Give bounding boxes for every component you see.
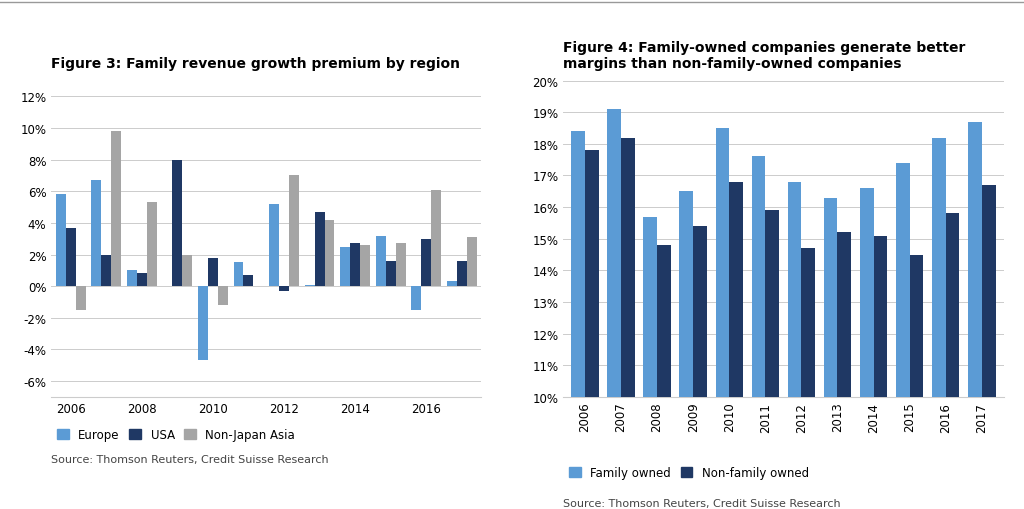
Bar — [467, 238, 476, 287]
Bar — [376, 236, 386, 287]
Bar — [932, 138, 946, 509]
Bar — [56, 195, 66, 287]
Bar — [198, 287, 208, 361]
Bar — [233, 263, 244, 287]
Bar — [172, 160, 182, 287]
Bar — [431, 190, 441, 287]
Bar — [112, 132, 121, 287]
Bar — [873, 236, 888, 509]
Text: Source: Thomson Reuters, Credit Suisse Research: Source: Thomson Reuters, Credit Suisse R… — [51, 454, 329, 464]
Bar — [360, 245, 370, 287]
Bar — [643, 217, 657, 509]
Bar — [657, 245, 671, 509]
Bar — [127, 271, 137, 287]
Bar — [716, 129, 729, 509]
Bar — [693, 227, 707, 509]
Bar — [350, 244, 360, 287]
Bar — [66, 228, 76, 287]
Bar — [395, 244, 406, 287]
Bar — [289, 176, 299, 287]
Bar — [765, 211, 779, 509]
Bar — [386, 261, 395, 287]
Bar — [91, 181, 101, 287]
Bar — [182, 255, 193, 287]
Bar — [607, 110, 621, 509]
Bar — [787, 182, 802, 509]
Bar — [208, 258, 218, 287]
Bar — [823, 198, 838, 509]
Bar — [421, 239, 431, 287]
Bar — [137, 274, 146, 287]
Bar — [457, 261, 467, 287]
Bar — [244, 275, 254, 287]
Text: Source: Thomson Reuters, Credit Suisse Research: Source: Thomson Reuters, Credit Suisse R… — [563, 498, 841, 508]
Bar — [802, 249, 815, 509]
Bar — [218, 287, 228, 305]
Bar — [729, 182, 743, 509]
Bar — [896, 163, 909, 509]
Bar — [340, 247, 350, 287]
Bar — [585, 151, 599, 509]
Bar — [304, 285, 314, 287]
Bar — [946, 214, 959, 509]
Bar — [325, 220, 335, 287]
Text: Figure 4: Family-owned companies generate better
margins than non-family-owned c: Figure 4: Family-owned companies generat… — [563, 40, 966, 71]
Bar — [860, 189, 873, 509]
Bar — [909, 255, 924, 509]
Legend: Europe, USA, Non-Japan Asia: Europe, USA, Non-Japan Asia — [57, 428, 295, 441]
Bar — [571, 132, 585, 509]
Bar — [76, 287, 86, 310]
Bar — [269, 205, 279, 287]
Bar — [412, 287, 421, 310]
Bar — [279, 287, 289, 291]
Bar — [968, 123, 982, 509]
Bar — [621, 138, 635, 509]
Bar — [982, 186, 995, 509]
Bar — [146, 203, 157, 287]
Bar — [314, 212, 325, 287]
Bar — [752, 157, 765, 509]
Legend: Family owned, Non-family owned: Family owned, Non-family owned — [569, 466, 809, 479]
Bar — [679, 192, 693, 509]
Bar — [446, 282, 457, 287]
Bar — [101, 255, 112, 287]
Bar — [838, 233, 851, 509]
Text: Figure 3: Family revenue growth premium by region: Figure 3: Family revenue growth premium … — [51, 56, 460, 71]
